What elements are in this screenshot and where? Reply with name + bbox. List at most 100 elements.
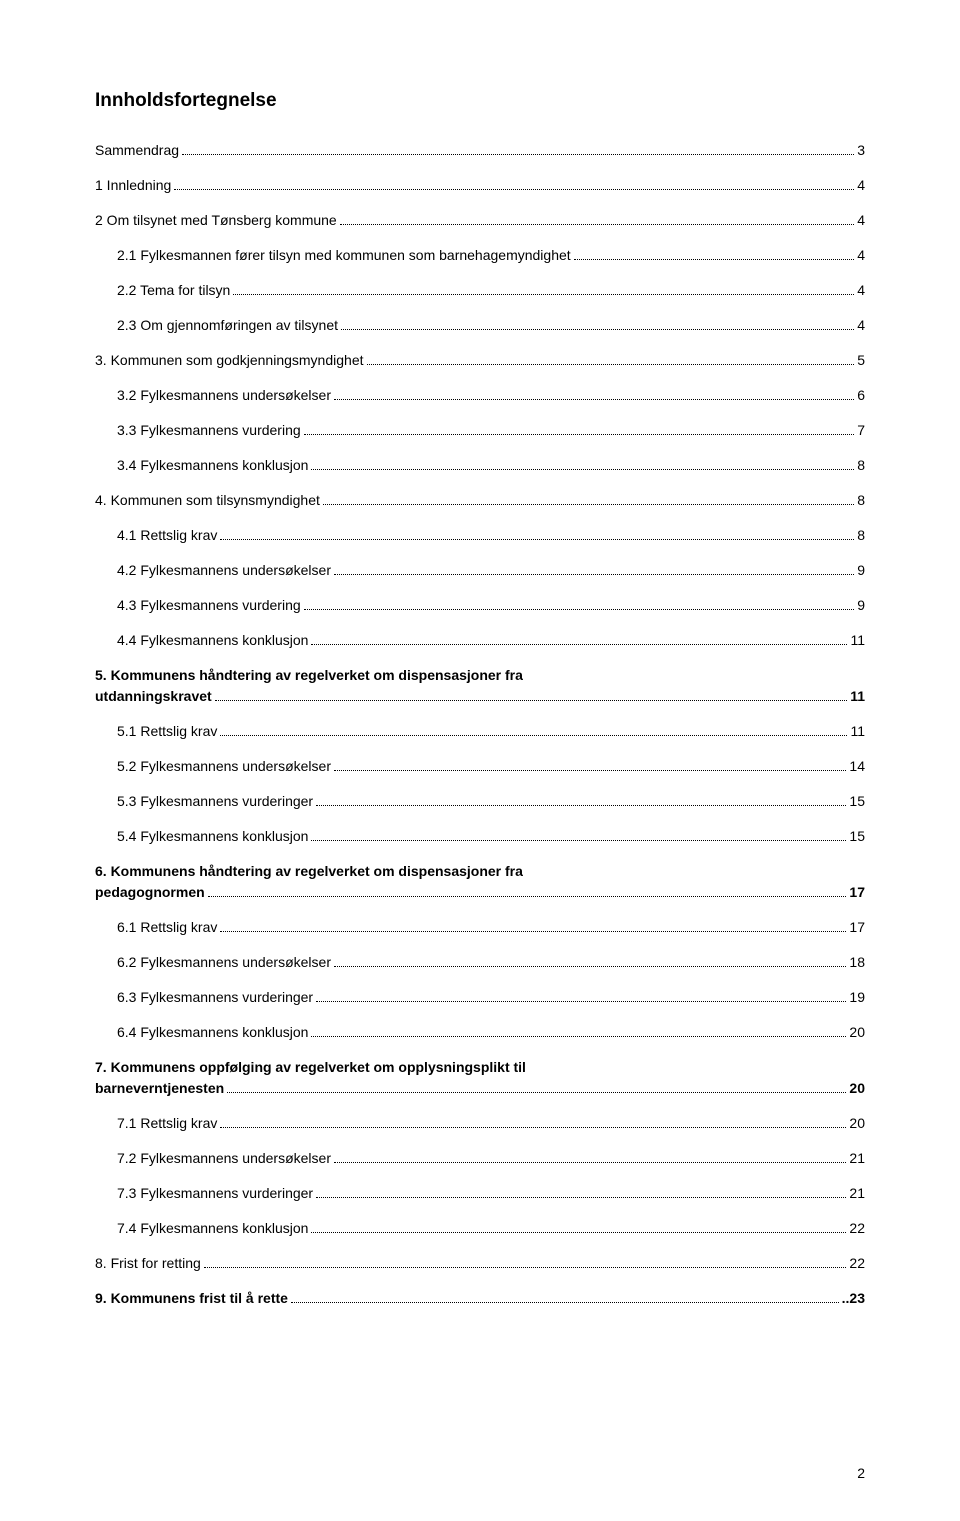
toc-leader-dots	[340, 213, 854, 225]
toc-entry: 4.4 Fylkesmannens konklusjon 11	[95, 630, 865, 651]
toc-leader-dots	[215, 689, 847, 701]
toc-leader-dots	[341, 318, 854, 330]
toc-page-number: 20	[849, 1078, 865, 1099]
toc-label: 6. Kommunens håndtering av regelverket o…	[95, 861, 865, 882]
toc-leader-dots	[227, 1081, 846, 1093]
toc-page-number: 4	[857, 280, 865, 301]
toc-leader-dots	[311, 1221, 846, 1233]
toc-entry: 5. Kommunens håndtering av regelverket o…	[95, 665, 865, 707]
toc-entry: 7.1 Rettslig krav 20	[95, 1113, 865, 1134]
toc-leader-dots	[174, 178, 854, 190]
toc-label: 4. Kommunen som tilsynsmyndighet	[95, 490, 320, 511]
toc-leader-dots	[311, 1025, 846, 1037]
toc-label: 7.2 Fylkesmannens undersøkelser	[117, 1148, 331, 1169]
toc-page-number: 19	[849, 987, 865, 1008]
toc-page-number: 17	[849, 917, 865, 938]
toc-leader-dots	[316, 794, 846, 806]
toc-label: 7.1 Rettslig krav	[117, 1113, 217, 1134]
toc-entry: 3.4 Fylkesmannens konklusjon 8	[95, 455, 865, 476]
toc-leader-dots	[204, 1256, 847, 1268]
toc-leader-dots	[208, 885, 847, 897]
page-title: Innholdsfortegnelse	[95, 90, 865, 112]
toc-label-continued: barneverntjenesten	[95, 1078, 224, 1099]
toc-label: 3.4 Fylkesmannens konklusjon	[117, 455, 308, 476]
toc-entry: 6.1 Rettslig krav 17	[95, 917, 865, 938]
toc-entry: 7.4 Fylkesmannens konklusjon 22	[95, 1218, 865, 1239]
toc-leader-dots	[334, 1151, 846, 1163]
toc-page-number: 9	[857, 595, 865, 616]
toc-page-number: 17	[849, 882, 865, 903]
toc-leader-dots	[311, 633, 847, 645]
toc-page-number: 7	[857, 420, 865, 441]
toc-label: 1 Innledning	[95, 175, 171, 196]
toc-leader-dots	[233, 283, 854, 295]
toc-page-number: 4	[857, 245, 865, 266]
toc-page-number: 21	[849, 1183, 865, 1204]
toc-leader-dots	[182, 143, 854, 155]
page-number: 2	[857, 1465, 865, 1481]
toc-label: 6.1 Rettslig krav	[117, 917, 217, 938]
toc-leader-dots	[334, 759, 846, 771]
toc-label: 6.2 Fylkesmannens undersøkelser	[117, 952, 331, 973]
toc-label: 9. Kommunens frist til å rette	[95, 1288, 288, 1309]
toc-entry: 6.3 Fylkesmannens vurderinger 19	[95, 987, 865, 1008]
toc-leader-dots	[311, 829, 846, 841]
toc-label: 7.3 Fylkesmannens vurderinger	[117, 1183, 313, 1204]
toc-label-continued: utdanningskravet	[95, 686, 212, 707]
toc-label: 5. Kommunens håndtering av regelverket o…	[95, 665, 865, 686]
toc-page-number: 4	[857, 210, 865, 231]
toc-entry: 1 Innledning 4	[95, 175, 865, 196]
toc-page-number: ..23	[842, 1288, 865, 1309]
document-page: Innholdsfortegnelse Sammendrag 3 1 Innled…	[0, 0, 960, 1521]
toc-entry: 6.2 Fylkesmannens undersøkelser 18	[95, 952, 865, 973]
toc-label: 5.3 Fylkesmannens vurderinger	[117, 791, 313, 812]
toc-label: Sammendrag	[95, 140, 179, 161]
toc-entry: 3.2 Fylkesmannens undersøkelser 6	[95, 385, 865, 406]
toc-entry: 9. Kommunens frist til å rette ..23	[95, 1288, 865, 1309]
toc-label: 3.3 Fylkesmannens vurdering	[117, 420, 301, 441]
toc-entry: 7.2 Fylkesmannens undersøkelser 21	[95, 1148, 865, 1169]
toc-page-number: 5	[857, 350, 865, 371]
toc-label: 4.3 Fylkesmannens vurdering	[117, 595, 301, 616]
toc-leader-dots	[220, 724, 847, 736]
toc-entry: 2.1 Fylkesmannen fører tilsyn med kommun…	[95, 245, 865, 266]
toc-entry: Sammendrag 3	[95, 140, 865, 161]
toc-leader-dots	[367, 353, 855, 365]
toc-page-number: 8	[857, 490, 865, 511]
toc-label: 3.2 Fylkesmannens undersøkelser	[117, 385, 331, 406]
toc-leader-dots	[220, 920, 846, 932]
toc-page-number: 11	[850, 630, 865, 651]
toc-label: 5.2 Fylkesmannens undersøkelser	[117, 756, 331, 777]
toc-page-number: 20	[849, 1113, 865, 1134]
toc-label-continued: pedagognormen	[95, 882, 205, 903]
toc-leader-dots	[574, 248, 855, 260]
toc-page-number: 22	[849, 1253, 865, 1274]
toc-label: 2.2 Tema for tilsyn	[117, 280, 230, 301]
toc-label: 6.3 Fylkesmannens vurderinger	[117, 987, 313, 1008]
toc-page-number: 11	[850, 721, 865, 742]
toc-leader-dots	[334, 563, 854, 575]
toc-label: 2.1 Fylkesmannen fører tilsyn med kommun…	[117, 245, 571, 266]
toc-entry: 8. Frist for retting 22	[95, 1253, 865, 1274]
toc-entry: 7. Kommunens oppfølging av regelverket o…	[95, 1057, 865, 1099]
toc-page-number: 14	[849, 756, 865, 777]
toc-entry: 3.3 Fylkesmannens vurdering 7	[95, 420, 865, 441]
toc-page-number: 4	[857, 175, 865, 196]
table-of-contents: Sammendrag 31 Innledning 42 Om tilsynet …	[95, 140, 865, 1309]
toc-page-number: 21	[849, 1148, 865, 1169]
toc-leader-dots	[316, 1186, 846, 1198]
toc-entry: 5.3 Fylkesmannens vurderinger 15	[95, 791, 865, 812]
toc-page-number: 8	[857, 455, 865, 476]
toc-leader-dots	[316, 990, 846, 1002]
toc-page-number: 18	[849, 952, 865, 973]
toc-entry: 4.1 Rettslig krav 8	[95, 525, 865, 546]
toc-entry: 3. Kommunen som godkjenningsmyndighet 5	[95, 350, 865, 371]
toc-leader-dots	[334, 388, 854, 400]
toc-page-number: 3	[857, 140, 865, 161]
toc-label: 2.3 Om gjennomføringen av tilsynet	[117, 315, 338, 336]
toc-page-number: 6	[857, 385, 865, 406]
toc-entry: 7.3 Fylkesmannens vurderinger 21	[95, 1183, 865, 1204]
toc-page-number: 9	[857, 560, 865, 581]
toc-page-number: 8	[857, 525, 865, 546]
toc-label: 8. Frist for retting	[95, 1253, 201, 1274]
